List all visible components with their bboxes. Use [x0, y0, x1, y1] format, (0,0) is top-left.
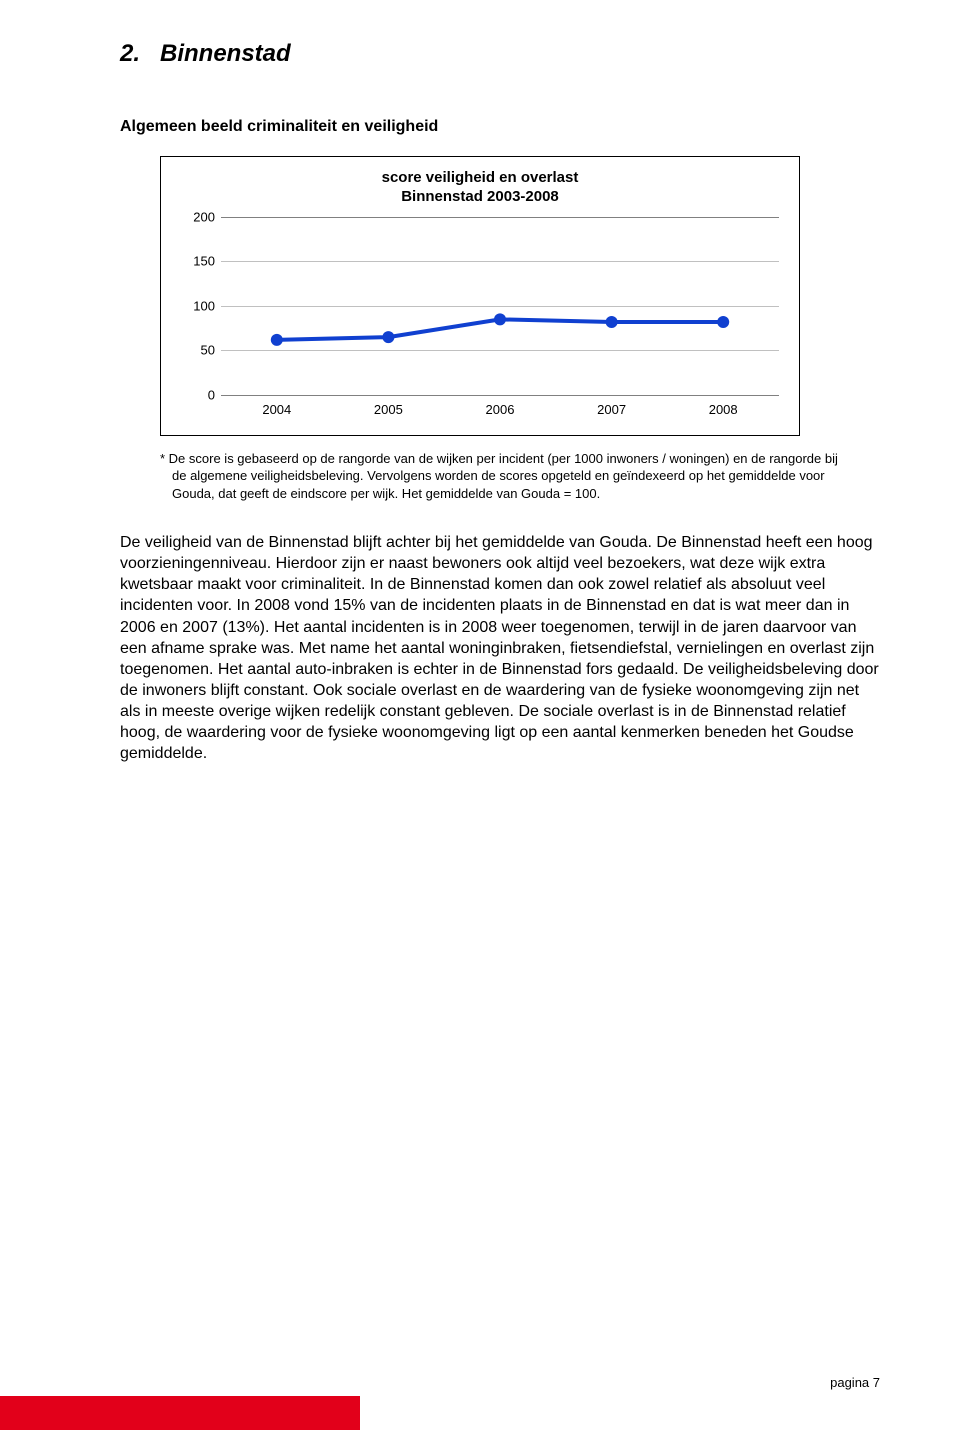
body-paragraph: De veiligheid van de Binnenstad blijft a…	[120, 532, 880, 764]
section-name: Binnenstad	[160, 40, 291, 67]
chart-x-tick-label: 2005	[374, 402, 403, 417]
chart-title-line1: score veiligheid en overlast	[382, 169, 579, 186]
chart-y-tick-label: 50	[181, 343, 215, 358]
chart-marker	[717, 316, 729, 328]
chart-marker	[606, 316, 618, 328]
chart-marker	[382, 331, 394, 343]
chart-x-tick-label: 2006	[486, 402, 515, 417]
footnote-line: * De score is gebaseerd op de rangorde v…	[160, 450, 860, 468]
chart-plot-area: 05010015020020042005200620072008	[181, 217, 779, 417]
chart-marker	[271, 333, 283, 345]
chart-x-tick-label: 2004	[262, 402, 291, 417]
page-number: pagina 7	[830, 1375, 880, 1390]
section-title: 2.Binnenstad	[120, 40, 880, 68]
chart-y-tick-label: 150	[181, 254, 215, 269]
section-number: 2.	[120, 40, 160, 68]
subheading: Algemeen beeld criminaliteit en veilighe…	[120, 118, 880, 136]
chart-gridline	[221, 395, 779, 396]
chart-svg	[221, 217, 779, 395]
chart-y-tick-label: 100	[181, 298, 215, 313]
chart-footnote: * De score is gebaseerd op de rangorde v…	[160, 450, 860, 503]
chart-y-tick-label: 200	[181, 209, 215, 224]
chart-marker	[494, 313, 506, 325]
chart-title: score veiligheid en overlast Binnenstad …	[181, 169, 779, 207]
chart-title-line2: Binnenstad 2003-2008	[401, 188, 559, 205]
footnote-line: Gouda, dat geeft de eindscore per wijk. …	[160, 485, 860, 503]
footer-bar	[0, 1396, 360, 1430]
chart-x-tick-label: 2007	[597, 402, 626, 417]
page: 2.Binnenstad Algemeen beeld criminalitei…	[0, 0, 960, 1430]
chart-x-tick-label: 2008	[709, 402, 738, 417]
chart-container: score veiligheid en overlast Binnenstad …	[160, 156, 800, 436]
chart-y-tick-label: 0	[181, 387, 215, 402]
chart-plot	[221, 217, 779, 395]
footnote-line: de algemene veiligheidsbeleving. Vervolg…	[160, 467, 860, 485]
